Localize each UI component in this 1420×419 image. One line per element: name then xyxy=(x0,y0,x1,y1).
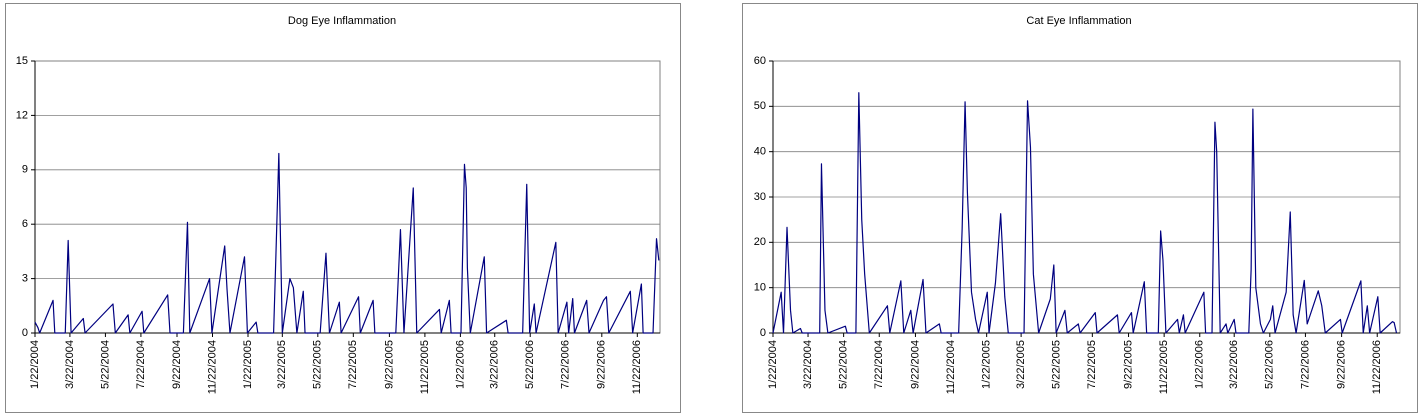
x-tick-label: 5/22/2004 xyxy=(99,340,111,389)
x-tick-label: 9/22/2006 xyxy=(596,340,608,389)
chart-title: Cat Eye Inflammation xyxy=(1026,15,1131,27)
y-tick-label: 6 xyxy=(22,218,28,230)
x-tick-label: 1/22/2004 xyxy=(29,340,41,389)
x-tick-label: 7/22/2004 xyxy=(873,340,885,389)
x-tick-label: 3/22/2006 xyxy=(489,340,501,389)
x-tick-label: 1/22/2004 xyxy=(767,340,779,389)
y-tick-label: 9 xyxy=(22,164,28,176)
y-tick-label: 20 xyxy=(754,236,766,248)
y-tick-label: 12 xyxy=(16,109,28,121)
x-tick-label: 7/22/2005 xyxy=(1086,340,1098,389)
data-line xyxy=(34,152,660,334)
x-tick-label: 1/22/2005 xyxy=(981,340,993,389)
x-tick-label: 9/22/2006 xyxy=(1336,340,1348,389)
y-tick-label: 10 xyxy=(754,282,766,294)
x-tick-label: 3/22/2004 xyxy=(802,340,814,389)
y-tick-label: 40 xyxy=(754,146,766,158)
x-tick-label: 11/22/2005 xyxy=(1158,340,1170,394)
plot-area xyxy=(34,60,661,334)
x-tick-label: 7/22/2004 xyxy=(135,340,147,389)
x-tick-label: 11/22/2004 xyxy=(206,340,218,394)
x-tick-label: 5/22/2005 xyxy=(312,340,324,389)
x-tick-label: 7/22/2005 xyxy=(347,340,359,389)
x-tick-label: 3/22/2004 xyxy=(64,340,76,389)
x-tick-label: 5/22/2006 xyxy=(524,340,536,389)
y-tick-label: 30 xyxy=(754,191,766,203)
x-tick-label: 9/22/2005 xyxy=(1122,340,1134,389)
x-tick-label: 7/22/2006 xyxy=(560,340,572,389)
x-tick-label: 11/22/2004 xyxy=(945,340,957,394)
x-tick-label: 5/22/2005 xyxy=(1051,340,1063,389)
x-tick-label: 1/22/2006 xyxy=(454,340,466,389)
x-tick-label: 9/22/2004 xyxy=(909,340,921,389)
x-tick-label: 5/22/2004 xyxy=(838,340,850,389)
x-tick-label: 7/22/2006 xyxy=(1299,340,1311,389)
x-tick-label: 3/22/2005 xyxy=(276,340,288,389)
x-tick-label: 11/22/2005 xyxy=(419,340,431,394)
x-tick-label: 9/22/2005 xyxy=(383,340,395,389)
x-tick-label: 5/22/2006 xyxy=(1264,340,1276,389)
chart-title: Dog Eye Inflammation xyxy=(288,15,396,27)
y-tick-label: 50 xyxy=(754,100,766,112)
x-tick-label: 11/22/2006 xyxy=(631,340,643,394)
x-tick-label: 9/22/2004 xyxy=(171,340,183,389)
x-tick-label: 3/22/2005 xyxy=(1015,340,1027,389)
x-tick-label: 1/22/2006 xyxy=(1194,340,1206,389)
y-tick-label: 0 xyxy=(22,327,28,339)
y-tick-label: 15 xyxy=(16,55,28,67)
y-tick-label: 60 xyxy=(754,55,766,67)
x-tick-label: 11/22/2006 xyxy=(1371,340,1383,394)
y-tick-label: 3 xyxy=(22,273,28,285)
x-tick-label: 1/22/2005 xyxy=(242,340,254,389)
y-tick-label: 0 xyxy=(760,327,766,339)
data-line xyxy=(772,92,1398,334)
x-tick-label: 3/22/2006 xyxy=(1228,340,1240,389)
